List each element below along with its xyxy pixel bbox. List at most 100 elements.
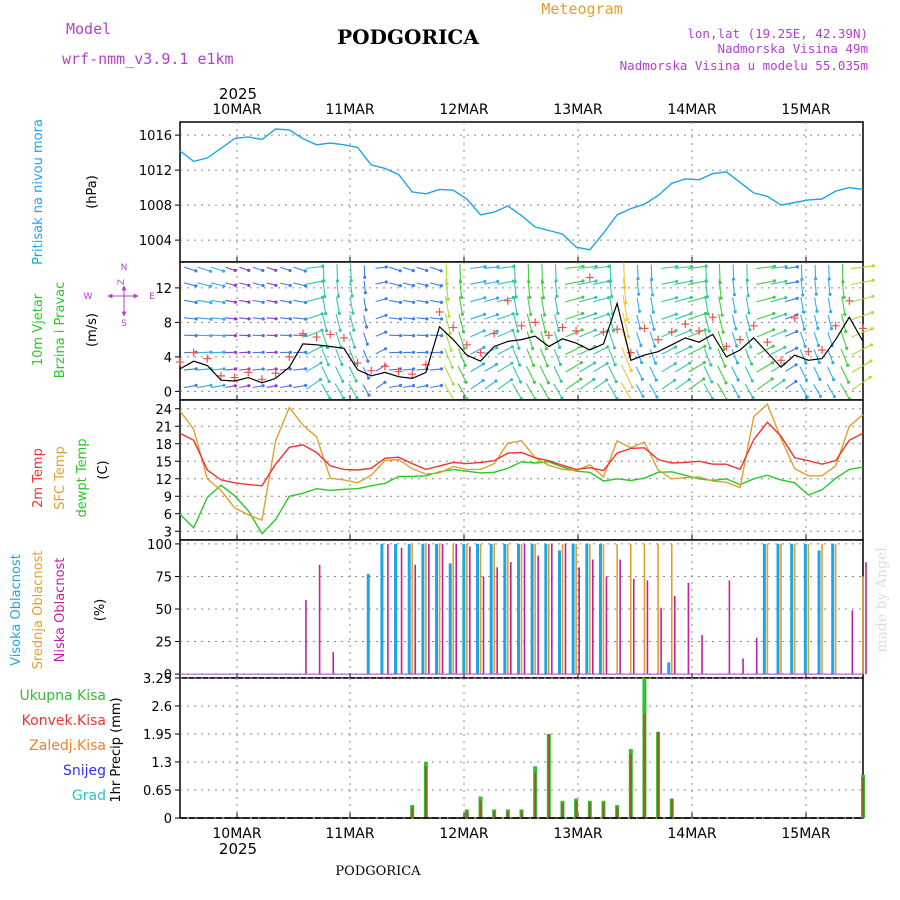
wind-arrow-head [637, 292, 641, 296]
wind-arrow-head [818, 394, 823, 398]
wind-arrow-head [233, 268, 237, 272]
wind-arrow [565, 378, 582, 390]
wind-arrow-head [425, 300, 429, 304]
wind-arrow [512, 348, 521, 366]
wind-arrow [457, 383, 468, 400]
year-label-top: 2025 [219, 85, 257, 103]
wind-arrow-head [542, 313, 547, 317]
wind-arrow [592, 280, 609, 285]
wind-arrow-head [722, 347, 726, 351]
wind-arrow-head [720, 313, 724, 317]
wind-arrow-head [592, 377, 596, 381]
wind-arrow [211, 334, 225, 337]
gust-marker [298, 329, 307, 338]
wind-arrow [565, 345, 582, 355]
gust-marker [790, 314, 799, 323]
wind-arrow-head [412, 317, 416, 321]
gust-marker [189, 348, 198, 357]
wind-arrow-head [384, 265, 388, 269]
wind-arrow [457, 365, 467, 383]
wind-arrow-head [802, 327, 806, 331]
wind-arrow [305, 329, 323, 338]
wind-arrow-head [613, 363, 617, 367]
top-day-label: 10MAR [212, 102, 261, 118]
wind-arrow-head [194, 284, 198, 288]
wind-arrow [732, 280, 735, 295]
wind-arrow-head [795, 280, 799, 284]
wind-arrow [363, 280, 366, 293]
bottom-day-label: 13MAR [553, 826, 602, 842]
wind-arrow-head [814, 277, 818, 281]
wind-arrow-head [831, 361, 835, 365]
wind-arrow-head [398, 284, 402, 288]
wind-arrow [349, 331, 356, 348]
wind-arrow-head [222, 334, 226, 338]
convective-rain-bar [506, 811, 509, 818]
wind-arrow [239, 368, 250, 371]
wind-arrow-head [247, 350, 251, 354]
convective-rain-bar [493, 811, 496, 818]
wind-arrow-head [194, 269, 198, 273]
wind-arrow [484, 314, 498, 320]
wind-arrow-head [461, 329, 465, 334]
wind-arrow-head [771, 344, 775, 348]
wind-arrow [470, 297, 485, 303]
wind-arrow-head [530, 329, 534, 334]
y-tick-label: 3.25 [143, 672, 172, 687]
gust-marker [585, 273, 594, 282]
wind-arrow-head [801, 310, 806, 314]
wind-arrow-head [338, 328, 342, 332]
wind-arrow [800, 280, 804, 296]
convective-rain-bar [479, 800, 482, 818]
wind-arrow [703, 348, 712, 366]
wind-arrow-head [704, 279, 709, 283]
wind-arrow-head [274, 317, 278, 321]
wind-arrow [770, 346, 786, 355]
wind-arrow-head [869, 359, 873, 363]
wind-arrow-head [247, 268, 251, 272]
wind-arrow [389, 384, 401, 389]
wind-arrow [293, 317, 306, 320]
wind-arrow-head [383, 347, 388, 351]
top-day-labels: 10MAR 11MAR 12MAR 13MAR 14MAR 15MAR [212, 102, 830, 118]
y-tick-label: 75 [155, 570, 172, 585]
wind-arrow-head [772, 311, 776, 316]
gust-marker [216, 371, 225, 380]
wind-arrow [225, 368, 236, 371]
wind-arrow [649, 366, 657, 381]
wind-arrow-head [653, 344, 657, 348]
wind-arrow-head [440, 334, 444, 338]
wind-arrow [688, 362, 705, 373]
wind-arrow [513, 313, 519, 332]
wind-arrow [827, 314, 833, 329]
wind-arrow-head [751, 396, 755, 400]
wind-arrow [197, 384, 211, 389]
footer-city: PODGORICA [335, 864, 421, 879]
wind-arrow-head [351, 311, 355, 315]
y-tick-label: 4 [164, 351, 172, 366]
wind-arrow-head [448, 331, 452, 335]
wind-arrow-head [496, 279, 500, 284]
wind-arrow [402, 282, 414, 287]
wind-arrow-head [510, 345, 514, 349]
wind-arrow [851, 360, 872, 373]
wind-arrow [252, 317, 264, 320]
wind-arrow [443, 365, 454, 385]
convective-rain-bar [616, 807, 619, 818]
wind-arrow [293, 299, 306, 304]
wind-arrow-head [483, 279, 487, 283]
wind-arrow-head [579, 361, 583, 365]
precip-ylabel: 1hr Precip (mm) [109, 697, 124, 802]
wind-arrow [717, 348, 726, 367]
wind-arrow [280, 317, 291, 320]
wind-arrow-head [335, 279, 340, 283]
wind-arrow [321, 331, 329, 348]
wind-arrow-head [750, 379, 754, 383]
gust-marker [831, 321, 840, 330]
wind-arrow-head [706, 312, 710, 316]
wind-arrow-head [261, 300, 265, 304]
wind-arrow [756, 362, 773, 373]
wind-arrow-head [194, 300, 198, 304]
wind-arrow [784, 266, 798, 269]
wind-arrow-head [580, 328, 584, 332]
